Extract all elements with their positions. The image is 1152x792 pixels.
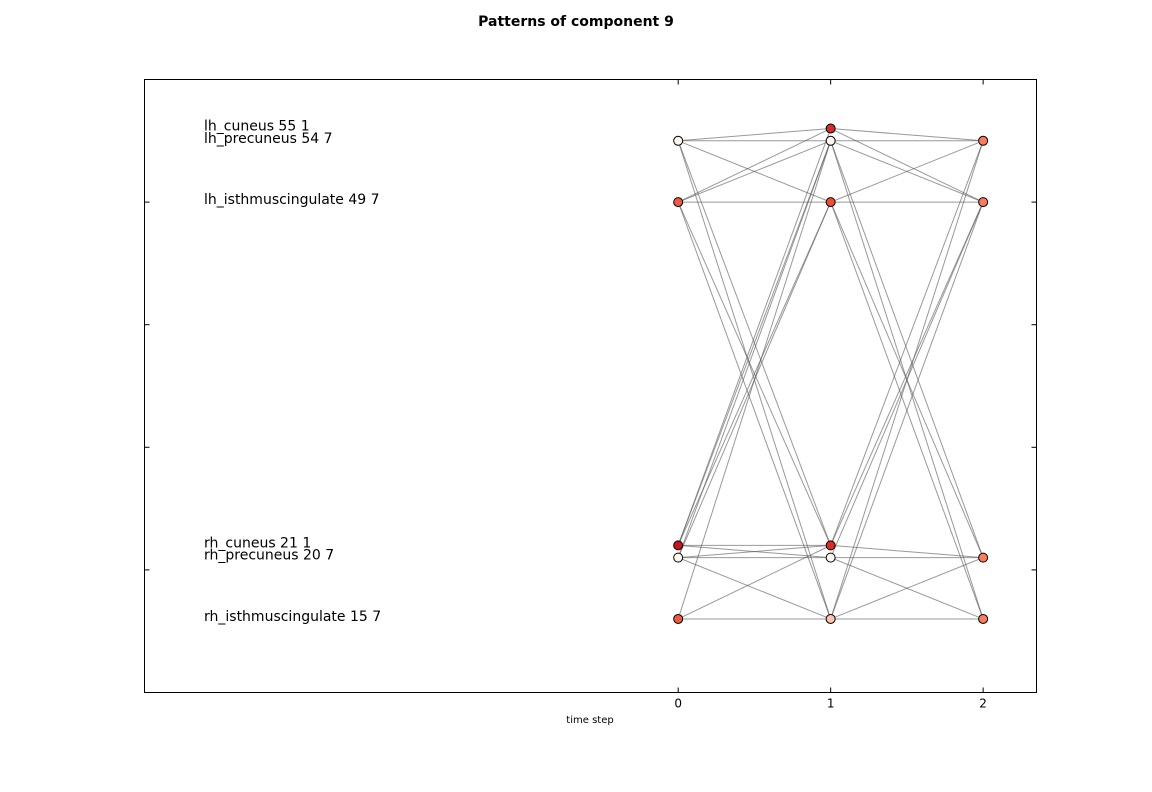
edge-t1_rhi-t2_lhp xyxy=(830,140,984,620)
region-label: rh_isthmuscingulate 15 7 xyxy=(204,609,381,625)
edge-t0_lhi-t1_rhi xyxy=(677,201,832,620)
region-label: lh_precuneus 54 7 xyxy=(204,131,333,147)
node-t1_rhc xyxy=(825,540,836,551)
region-label: lh_isthmuscingulate 49 7 xyxy=(204,192,380,208)
node-t1_rhp xyxy=(825,552,836,563)
node-t0_lhp xyxy=(673,135,684,146)
edge-t0_lhi-t1_lhc xyxy=(677,128,831,203)
region-label: lh_cuneus 55 1 xyxy=(204,119,310,135)
edge-t1_rhc-t2_lhp xyxy=(830,140,984,546)
node-t0_rhi xyxy=(673,613,684,624)
x-tick-label: 2 xyxy=(979,697,987,711)
edge-t0_rhc-t1_lhp xyxy=(677,140,832,546)
x-tick-label: 1 xyxy=(827,697,835,711)
node-t1_lhc xyxy=(825,123,836,134)
edge-t1_rhi-t2_rhp xyxy=(830,557,984,620)
node-t1_lhi xyxy=(825,197,836,208)
edge-t0_rhp-t1_rhc xyxy=(678,544,831,559)
node-t2_rhi xyxy=(978,613,989,624)
region-label: rh_precuneus 20 7 xyxy=(204,548,334,564)
edge-t1_lhi-t2_lhp xyxy=(830,140,984,203)
edge-t1_rhc-t2_rhp xyxy=(830,544,984,559)
edge-t1_lhp-t2_rhp xyxy=(830,140,984,558)
edge-t0_lhp-t1_lhc xyxy=(678,128,831,142)
edge-t0_rhi-t1_lhp xyxy=(677,140,832,620)
edges-layer xyxy=(677,128,984,620)
edge-t1_lhc-t2_lhp xyxy=(830,128,984,142)
node-t0_rhp xyxy=(673,552,684,563)
plot-frame xyxy=(144,79,1037,693)
node-t2_lhp xyxy=(978,135,989,146)
region-labels-layer: lh_cuneus 55 1lh_precuneus 54 7 lh_isthmu… xyxy=(204,119,381,625)
nodes-layer xyxy=(673,123,989,624)
edge-t0_rhp-t1_lhp xyxy=(677,140,832,558)
node-t0_lhi xyxy=(673,197,684,208)
region-label: rh_cuneus 21 1 xyxy=(204,535,311,551)
edge-t1_rhi-t2_lhi xyxy=(830,201,984,620)
edge-t0_lhi-t1_lhp xyxy=(677,140,831,203)
node-t2_rhp xyxy=(978,552,989,563)
edge-t0_rhc-t1_lhc xyxy=(677,128,832,546)
edge-t0_rhp-t1_rhi xyxy=(677,557,831,620)
x-axis-label: time step xyxy=(566,715,613,726)
node-t1_lhp xyxy=(825,135,836,146)
node-t0_rhc xyxy=(673,540,684,551)
chart-title: Patterns of component 9 xyxy=(478,14,674,30)
edge-t1_rhc-t2_lhi xyxy=(830,201,984,546)
node-t1_rhi xyxy=(825,613,836,624)
x-tick-label: 0 xyxy=(674,697,682,711)
edge-t0_rhi-t1_rhc xyxy=(677,544,831,620)
ticks-layer: 0 1 2 xyxy=(144,79,1037,711)
edge-t1_lhc-t2_lhi xyxy=(830,128,984,203)
node-t2_lhi xyxy=(978,197,989,208)
